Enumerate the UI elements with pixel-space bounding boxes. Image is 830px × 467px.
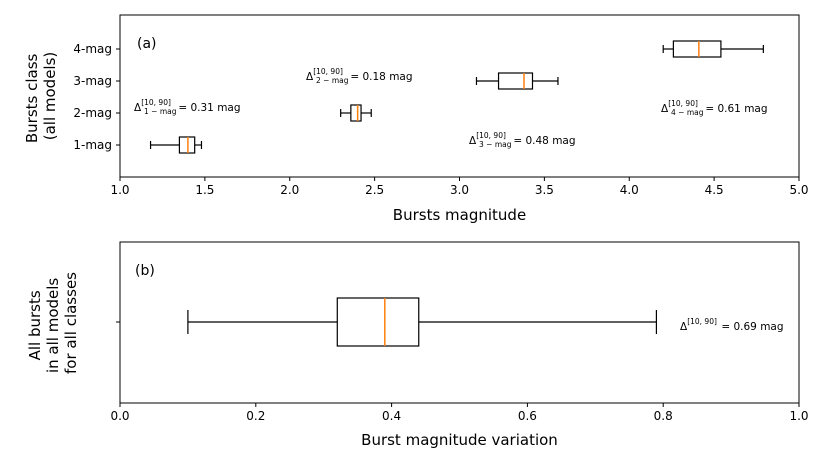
a-x-tick-label: 5.0 — [789, 183, 808, 197]
box-3-mag-box — [497, 72, 534, 90]
a-y-tick-label: 1-mag — [73, 138, 112, 152]
a-y-tick-label: 4-mag — [73, 42, 112, 56]
annotation-all: Δ[10, 90] = 0.69 mag — [680, 317, 784, 333]
y-axis-label-a: Bursts class (all models) — [23, 49, 59, 143]
box-2-mag-box — [350, 104, 362, 122]
b-x-tick-label: 0.2 — [246, 409, 265, 423]
a-x-tick-label: 4.5 — [705, 183, 724, 197]
a-x-tick-label: 3.0 — [450, 183, 469, 197]
box-4-mag-box — [672, 40, 722, 58]
a-x-tick-label: 4.0 — [620, 183, 639, 197]
y-axis-label-a-line1: Bursts class — [23, 53, 41, 143]
b-x-tick-label: 0.4 — [382, 409, 401, 423]
b-x-tick-label: 0.8 — [654, 409, 673, 423]
y-axis-label-b-line1: All bursts — [26, 290, 44, 360]
y-axis-label-a-line2: (all models) — [41, 52, 59, 141]
b-x-tick-label: 0.0 — [110, 409, 129, 423]
panel-a: (a) Bursts magnitude Bursts class (all m… — [23, 14, 809, 224]
annotation-3-mag: Δ[10, 90] 3 − mag = 0.48 mag — [469, 131, 576, 149]
box-all-box — [336, 297, 420, 347]
box-1-mag — [149, 136, 203, 154]
box-all — [187, 297, 658, 347]
y-axis-label-b: All bursts in all models for all classes — [26, 272, 80, 374]
plot-area-a — [119, 14, 800, 178]
a-x-tick-label: 1.5 — [195, 183, 214, 197]
panel-b: (b) Burst magnitude variation All bursts… — [26, 241, 809, 449]
a-x-tick-label: 1.0 — [110, 183, 129, 197]
x-axis-label-b: Burst magnitude variation — [361, 431, 558, 449]
panel-label-a: (a) — [137, 36, 157, 52]
a-y-tick-label: 2-mag — [73, 106, 112, 120]
box-3-mag — [475, 72, 559, 90]
box-2-mag — [340, 104, 372, 122]
b-x-tick-label: 1.0 — [789, 409, 808, 423]
annotation-4-mag: Δ[10, 90] 4 − mag = 0.61 mag — [661, 99, 768, 117]
box-4-mag — [662, 40, 764, 58]
b-x-tick-label: 0.6 — [518, 409, 537, 423]
a-x-tick-label: 3.5 — [535, 183, 554, 197]
a-y-tick-label: 3-mag — [73, 74, 112, 88]
a-x-tick-label: 2.0 — [280, 183, 299, 197]
panel-label-b: (b) — [135, 263, 155, 279]
y-axis-label-b-line2: in all models — [44, 278, 62, 373]
a-x-tick-label: 2.5 — [365, 183, 384, 197]
annotation-1-mag: Δ[10, 90] 1 − mag = 0.31 mag — [134, 98, 241, 116]
y-axis-label-b-line3: for all classes — [62, 272, 80, 374]
box-1-mag-box — [178, 136, 196, 154]
annotation-2-mag: Δ[10, 90] 2 − mag = 0.18 mag — [306, 67, 413, 85]
x-axis-label-a: Bursts magnitude — [393, 206, 526, 224]
